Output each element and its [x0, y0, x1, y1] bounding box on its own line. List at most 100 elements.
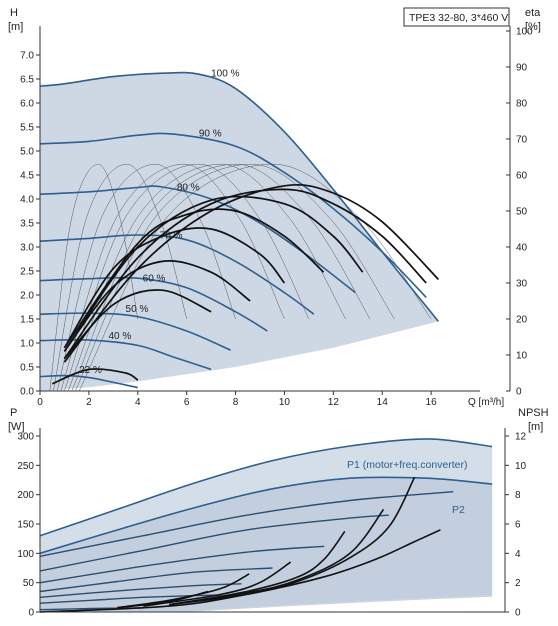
bottom-y-tick-label: 50 — [23, 578, 35, 589]
top-plot-area: 100 % 90 % 80 % 70 % 60 % 50 % 40 % 22 % — [39, 69, 440, 392]
bottom-y2-tick-label: 8 — [515, 490, 521, 501]
top-x-tick-label: 14 — [377, 397, 389, 408]
top-y2-tick-label: 70 — [516, 135, 528, 146]
eta-curve-90 — [63, 188, 427, 360]
npsh-curve — [117, 590, 209, 609]
bottom-y2-tick-label: 12 — [515, 432, 527, 443]
top-axes: 0 2 4 6 8 10 12 14 16 Q [m³/h] 0.0 0.5 1.0 1.5 2.0 2.5 3… — [20, 26, 533, 408]
bottom-y-tick-label: 100 — [17, 549, 34, 560]
top-y2-tick-label: 0 — [516, 387, 522, 398]
bottom-y2-tick-label: 2 — [515, 578, 521, 589]
bottom-y-tick-label: 200 — [17, 490, 34, 501]
top-y2-tick-label: 100 — [516, 27, 533, 38]
bottom-y2-tick-label: 4 — [515, 549, 521, 560]
top-y-tick-label: 6.5 — [20, 75, 34, 86]
top-y-tick-label: 2.5 — [20, 267, 34, 278]
bottom-y-tick-label: 150 — [17, 520, 34, 531]
top-chart: H [m] eta [%] TPE3 32-80, 3*460 V 100 % 9… — [8, 7, 541, 408]
speed-curve-90 — [39, 132, 427, 298]
speed-curve-70 — [39, 234, 315, 315]
bottom-y-tick-label: 0 — [28, 608, 34, 619]
eta-curve-100 — [63, 183, 440, 363]
thin-eta-arc — [60, 163, 285, 392]
top-y-tick-label: 5.5 — [20, 123, 34, 134]
bottom-axes: 0 50 100 150 200 250 300 0 2 4 6 8 10 12 — [17, 428, 527, 619]
thin-eta-arc — [56, 163, 236, 392]
p2-label: P2 — [452, 504, 465, 516]
bottom-y-left-unit: [W] — [8, 421, 25, 433]
npsh-curve — [169, 530, 346, 606]
title-box-text: TPE3 32-80, 3*460 V — [409, 12, 508, 24]
p1-label: P1 (motor+freq.converter) — [347, 459, 468, 471]
bottom-plot-area — [39, 438, 493, 613]
eta-curve-50 — [63, 260, 251, 352]
eta-curve-40 — [63, 289, 212, 360]
bottom-chart: P [W] NPSH [m] 0 50 100 150 200 250 300 0 2 4 6 8 10… — [8, 407, 549, 619]
top-y-left-unit: [m] — [8, 21, 23, 33]
power-curve-P1motorfreqconverter — [39, 438, 493, 537]
top-x-tick-label: 10 — [279, 397, 291, 408]
speed-curve-60 — [39, 276, 268, 332]
speed-label: 22 % — [79, 365, 102, 376]
top-y-tick-label: 7.0 — [20, 51, 34, 62]
thin-eta-arc — [75, 163, 395, 392]
npsh-curve — [169, 476, 416, 606]
top-y-right-label: eta — [525, 7, 541, 19]
top-x-tick-label: 4 — [135, 397, 141, 408]
power-curve-P2 — [39, 476, 493, 555]
bottom-y2-tick-label: 6 — [515, 520, 521, 531]
npsh-curve — [143, 561, 292, 607]
top-y2-tick-label: 90 — [516, 63, 528, 74]
top-y2-tick-label: 10 — [516, 351, 528, 362]
bottom-y2-tick-label: 0 — [515, 608, 521, 619]
top-x-tick-label: 8 — [233, 397, 239, 408]
eta-curve-60 — [63, 227, 286, 349]
top-y-tick-label: 6.0 — [20, 99, 34, 110]
power-curve-70 — [39, 545, 325, 584]
speed-label: 60 % — [143, 274, 166, 285]
top-y-left-label: H — [10, 7, 18, 19]
speed-curve-50 — [39, 312, 232, 351]
bottom-y-tick-label: 300 — [17, 432, 34, 443]
top-y-tick-label: 4.5 — [20, 171, 34, 182]
operating-envelope — [40, 72, 439, 392]
p2-envelope — [40, 477, 493, 612]
speed-label: 100 % — [211, 69, 239, 80]
top-y-tick-label: 5.0 — [20, 147, 34, 158]
speed-label: 90 % — [199, 129, 222, 140]
top-x-tick-label: 12 — [328, 397, 340, 408]
top-y2-tick-label: 60 — [516, 171, 528, 182]
top-y-tick-label: 3.5 — [20, 219, 34, 230]
top-x-tick-label: 0 — [37, 397, 43, 408]
npsh-curve — [39, 529, 441, 613]
top-y2-tick-label: 80 — [516, 99, 528, 110]
eta-curve-80 — [63, 195, 364, 352]
top-y-tick-label: 0.5 — [20, 363, 34, 374]
title-box — [403, 7, 510, 27]
top-y-tick-label: 1.0 — [20, 339, 34, 350]
bottom-y-tick-label: 250 — [17, 461, 34, 472]
top-y-tick-label: 1.5 — [20, 315, 34, 326]
top-x-tick-label: 2 — [86, 397, 92, 408]
top-y2-tick-label: 40 — [516, 243, 528, 254]
top-x-tick-label: 16 — [426, 397, 438, 408]
bottom-y-right-label: NPSH — [518, 407, 549, 419]
speed-curve-22 — [39, 374, 138, 389]
top-y-right-unit: [%] — [525, 21, 541, 33]
top-y2-tick-label: 50 — [516, 207, 528, 218]
eta-curve-22 — [51, 368, 139, 385]
top-y-tick-label: 2.0 — [20, 291, 34, 302]
power-curve-50 — [39, 583, 242, 598]
power-curve-90 — [39, 491, 454, 557]
power-curve-40 — [39, 594, 221, 604]
thin-eta-arc — [78, 163, 432, 392]
top-y-tick-label: 4.0 — [20, 195, 34, 206]
speed-label: 40 % — [108, 331, 131, 342]
top-y-tick-label: 0.0 — [20, 387, 34, 398]
speed-label: 80 % — [177, 182, 200, 193]
top-x-tick-label: 6 — [184, 397, 190, 408]
bottom-y2-tick-label: 10 — [515, 461, 527, 472]
speed-curve-100 — [39, 71, 440, 322]
top-y2-tick-label: 20 — [516, 315, 528, 326]
